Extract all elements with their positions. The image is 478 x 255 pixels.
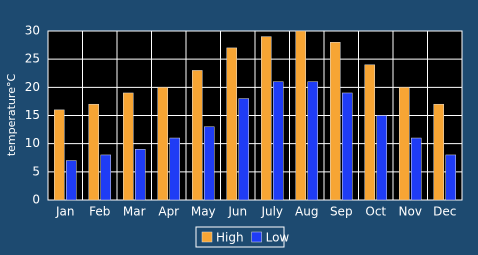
legend-label: Low [266, 231, 290, 245]
bar [273, 81, 284, 201]
x-tick-label: July [260, 205, 283, 219]
bar [364, 64, 375, 201]
x-tick-label: Jan [55, 205, 75, 219]
x-tick-label: Sep [330, 205, 353, 219]
y-tick-label: 25 [25, 52, 40, 66]
bar [123, 92, 134, 201]
bar [204, 126, 215, 201]
bar [399, 87, 410, 201]
x-tick-label: Mar [123, 205, 146, 219]
bar [192, 70, 203, 201]
bar [169, 137, 180, 201]
bar [157, 87, 168, 201]
bar [295, 30, 306, 201]
legend-swatch [251, 231, 262, 243]
x-tick-label: Oct [365, 205, 386, 219]
bar [226, 47, 237, 201]
bar [342, 92, 353, 201]
y-tick-label: 30 [25, 24, 40, 38]
y-tick-label: 5 [32, 164, 40, 178]
x-tick-label: Jun [227, 205, 247, 219]
y-tick-label: 10 [25, 136, 40, 150]
x-tick-label: Feb [89, 205, 110, 219]
x-tick-label: Aug [295, 205, 318, 219]
bar [100, 154, 111, 201]
bar [66, 160, 77, 201]
x-tick-label: Nov [399, 205, 422, 219]
bar [307, 81, 318, 201]
bar [54, 109, 65, 201]
bar [88, 103, 99, 201]
y-tick-label: 20 [25, 80, 40, 94]
legend-swatch [201, 231, 213, 243]
bar [411, 137, 422, 201]
bar [135, 149, 146, 201]
legend-label: High [216, 231, 244, 245]
x-tick-label: May [191, 205, 216, 219]
x-tick-label: Apr [158, 205, 179, 219]
y-tick-label: 15 [25, 108, 40, 122]
bar [433, 103, 444, 201]
bar [238, 98, 249, 201]
y-tick-label: 0 [32, 193, 40, 207]
legend-box [195, 226, 285, 248]
bar [376, 115, 387, 201]
bar [445, 154, 456, 201]
bar [330, 42, 341, 201]
x-tick-label: Dec [433, 205, 456, 219]
bar [261, 36, 272, 201]
y-axis-label: temperature°C [5, 74, 18, 157]
plot-border [47, 30, 463, 201]
